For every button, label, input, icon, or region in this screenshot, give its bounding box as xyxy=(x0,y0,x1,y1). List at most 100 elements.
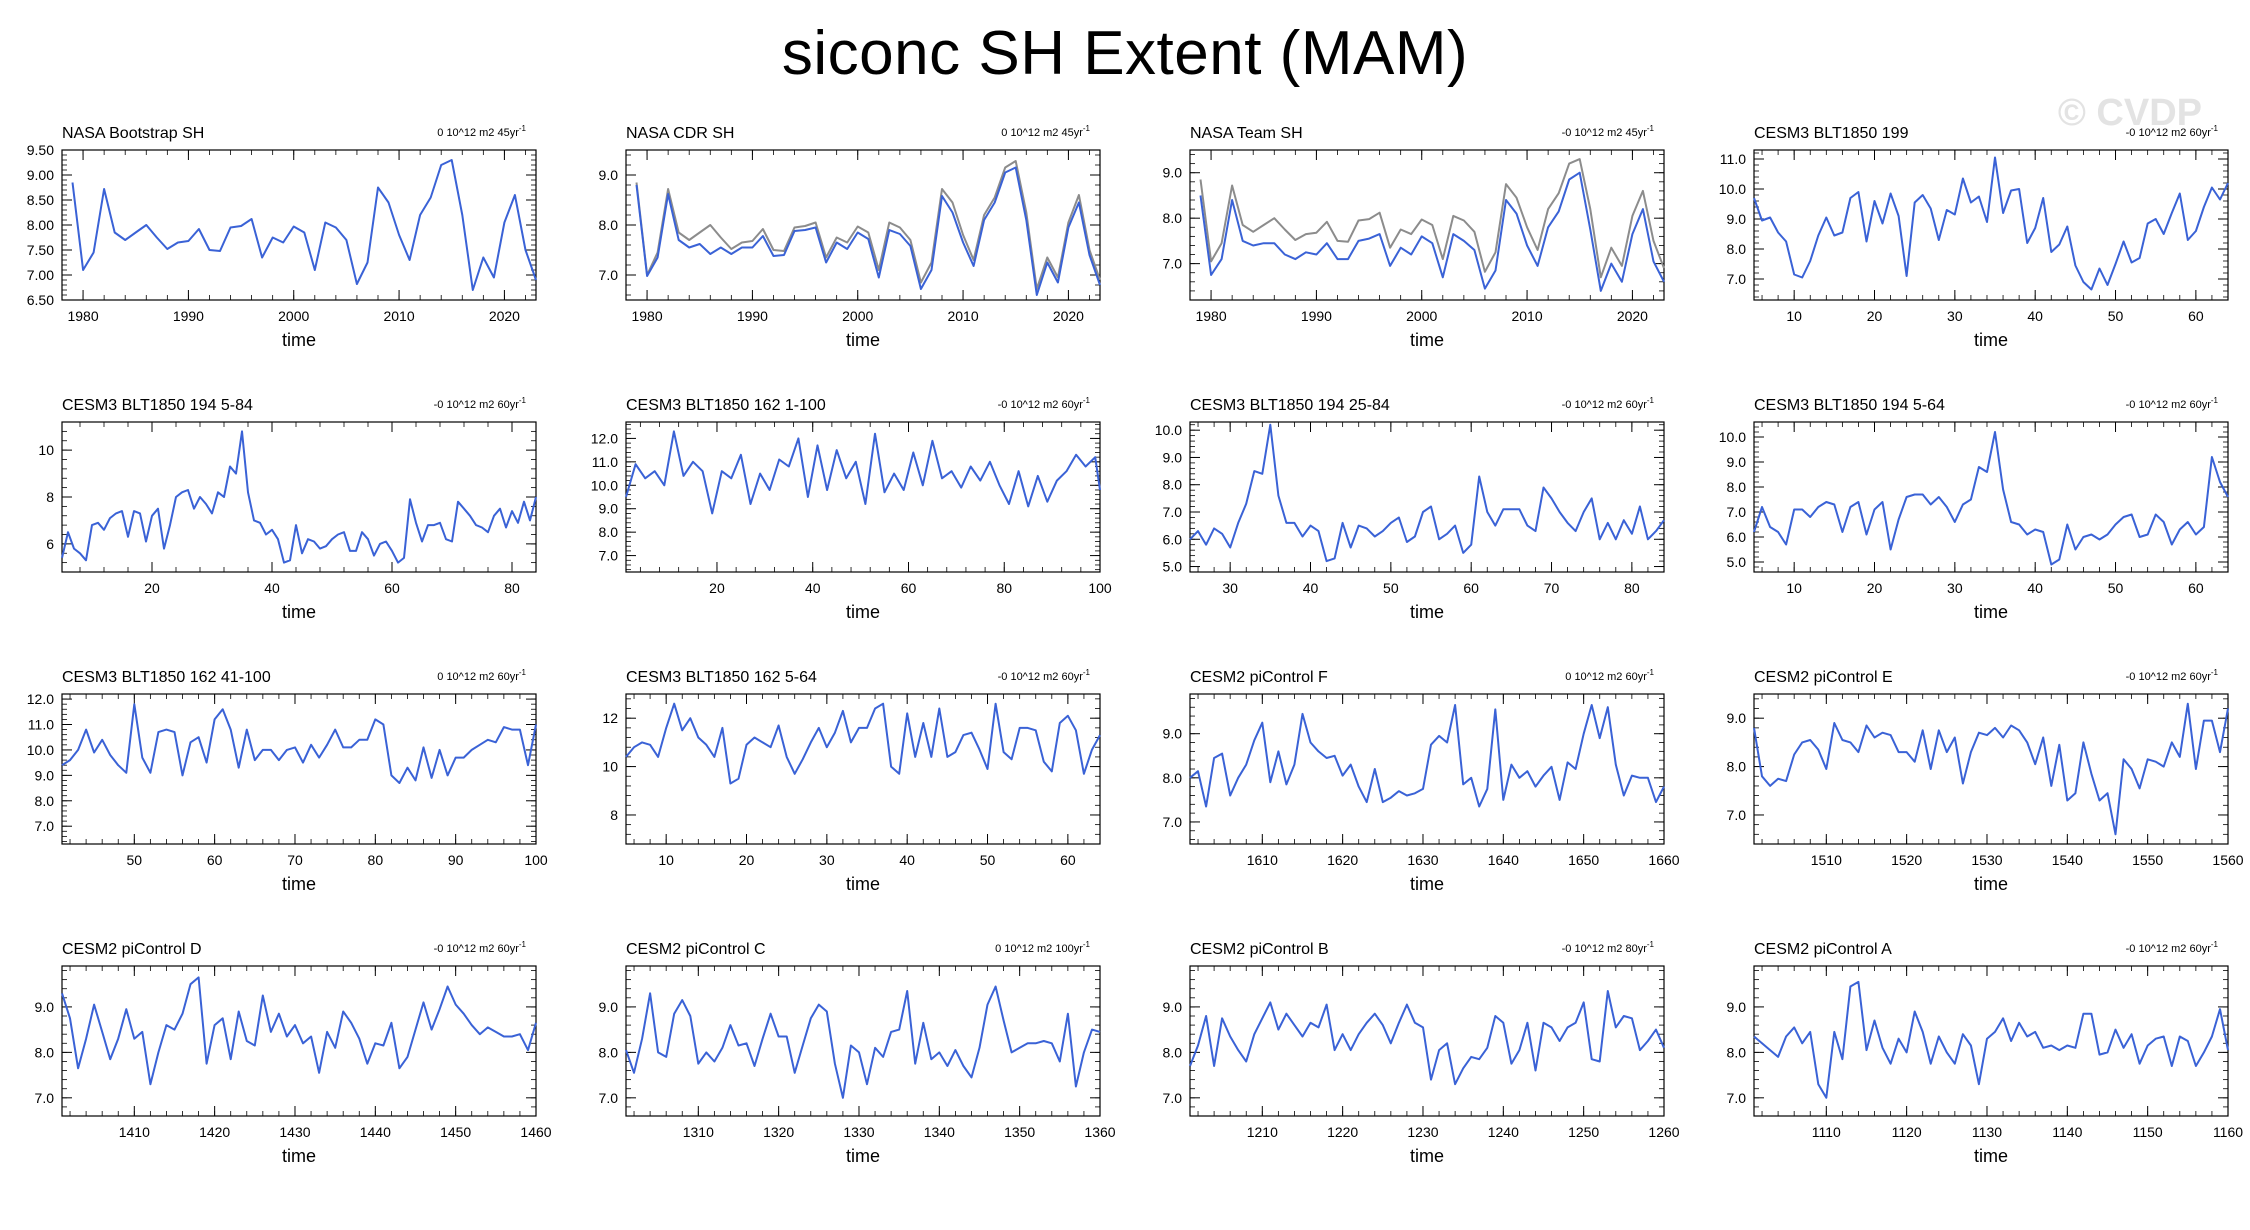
series-line xyxy=(1189,704,1665,808)
x-axis-label: time xyxy=(1974,602,2008,622)
panel-title: CESM3 BLT1850 162 41-100 xyxy=(62,669,271,686)
y-tick-label: 11.0 xyxy=(28,717,54,733)
x-tick-label: 1460 xyxy=(520,1124,551,1140)
x-tick-label: 70 xyxy=(287,852,303,868)
trend-superscript: -1 xyxy=(1083,396,1091,405)
trend-label: -0 10^12 m2 60yr-1 xyxy=(998,396,1091,411)
y-tick-label: 9.0 xyxy=(35,767,55,783)
y-tick-label: 7.0 xyxy=(1163,1090,1183,1106)
y-tick-label: 9.0 xyxy=(599,167,619,183)
y-tick-label: 9.0 xyxy=(1163,726,1183,742)
trend-label: 0 10^12 m2 45yr-1 xyxy=(1001,124,1090,139)
series-line xyxy=(625,985,1101,1099)
x-tick-label: 60 xyxy=(1060,852,1076,868)
y-tick-label: 8.0 xyxy=(599,217,619,233)
series-line xyxy=(61,703,537,784)
x-tick-label: 1440 xyxy=(360,1124,391,1140)
x-tick-label: 60 xyxy=(2188,308,2204,324)
trend-label: -0 10^12 m2 60yr-1 xyxy=(434,396,527,411)
trend-label: 0 10^12 m2 100yr-1 xyxy=(995,940,1090,955)
watermark: © CVDP xyxy=(2057,92,2202,134)
y-tick-label: 9.0 xyxy=(1727,999,1747,1015)
y-tick-label: 12 xyxy=(602,710,618,726)
x-tick-label: 1110 xyxy=(1812,1124,1841,1140)
panel-title: CESM3 BLT1850 162 1-100 xyxy=(626,397,826,414)
x-tick-label: 40 xyxy=(264,580,280,596)
y-tick-label: 8.0 xyxy=(1163,1044,1183,1060)
y-tick-label: 11.0 xyxy=(1720,151,1746,167)
y-tick-label: 8.0 xyxy=(35,1044,55,1060)
x-tick-label: 60 xyxy=(901,580,917,596)
x-tick-label: 1240 xyxy=(1488,1124,1519,1140)
x-tick-label: 10 xyxy=(1786,580,1802,596)
y-tick-label: 5.0 xyxy=(1163,559,1183,575)
trend-superscript: -1 xyxy=(519,940,527,949)
x-axis-label: time xyxy=(1410,330,1444,350)
x-tick-label: 1310 xyxy=(683,1124,714,1140)
y-tick-label: 10.0 xyxy=(591,477,618,493)
x-tick-label: 80 xyxy=(996,580,1012,596)
x-axis-label: time xyxy=(846,602,880,622)
x-tick-label: 50 xyxy=(2108,308,2124,324)
y-tick-label: 12.0 xyxy=(27,691,54,707)
x-tick-label: 80 xyxy=(368,852,384,868)
y-tick-label: 7.0 xyxy=(1727,271,1747,287)
plot-frame xyxy=(1753,421,2229,573)
y-tick-label: 9.0 xyxy=(1727,454,1747,470)
x-tick-label: 90 xyxy=(448,852,464,868)
plot-frame xyxy=(61,421,537,573)
x-tick-label: 1150 xyxy=(2133,1124,2163,1140)
x-tick-label: 2000 xyxy=(278,308,309,324)
x-tick-label: 1620 xyxy=(1327,852,1358,868)
panel-title: CESM3 BLT1850 194 5-64 xyxy=(1754,397,1945,414)
x-tick-label: 20 xyxy=(1867,308,1883,324)
panel-title: CESM3 BLT1850 162 5-64 xyxy=(626,669,817,686)
x-axis-label: time xyxy=(1410,602,1444,622)
series-line xyxy=(1199,171,1665,292)
y-tick-label: 8 xyxy=(610,807,618,823)
series-line xyxy=(1753,431,2229,566)
plot-frame xyxy=(1189,965,1665,1117)
trend-superscript: -1 xyxy=(519,668,527,677)
x-tick-label: 1640 xyxy=(1488,852,1519,868)
x-tick-label: 30 xyxy=(1222,580,1238,596)
trend-label: -0 10^12 m2 45yr-1 xyxy=(1562,124,1655,139)
x-tick-label: 1360 xyxy=(1084,1124,1115,1140)
obs-series-line xyxy=(635,160,1101,290)
y-tick-label: 7.00 xyxy=(27,267,54,283)
x-tick-label: 1610 xyxy=(1247,852,1278,868)
x-tick-label: 50 xyxy=(2108,580,2124,596)
panel-title: NASA CDR SH xyxy=(626,125,734,142)
y-tick-label: 9.0 xyxy=(1163,449,1183,465)
x-tick-label: 40 xyxy=(2027,580,2043,596)
x-axis-label: time xyxy=(1974,1146,2008,1166)
x-tick-label: 40 xyxy=(899,852,915,868)
y-tick-label: 10.0 xyxy=(1719,429,1746,445)
plot-frame xyxy=(625,693,1101,845)
y-tick-label: 9.0 xyxy=(1727,710,1747,726)
x-tick-label: 1540 xyxy=(2052,852,2083,868)
y-tick-label: 8.0 xyxy=(599,1044,619,1060)
x-axis-label: time xyxy=(282,330,316,350)
trend-label: -0 10^12 m2 60yr-1 xyxy=(2126,396,2219,411)
x-tick-label: 60 xyxy=(1463,580,1479,596)
x-tick-label: 2020 xyxy=(1053,308,1084,324)
x-tick-label: 70 xyxy=(1544,580,1560,596)
y-tick-label: 7.0 xyxy=(1163,814,1183,830)
panel-title: CESM2 piControl B xyxy=(1190,941,1329,958)
x-tick-label: 50 xyxy=(1383,580,1399,596)
x-tick-label: 1350 xyxy=(1004,1124,1035,1140)
plot-frame xyxy=(1753,149,2229,301)
panel-title: CESM3 BLT1850 194 25-84 xyxy=(1190,397,1390,414)
plot-frame xyxy=(1189,421,1665,573)
panel-title: CESM2 piControl D xyxy=(62,941,202,958)
x-tick-label: 100 xyxy=(1088,580,1112,596)
x-tick-label: 2020 xyxy=(489,308,520,324)
panel-title: NASA Team SH xyxy=(1190,125,1303,142)
y-tick-label: 7.0 xyxy=(1163,504,1183,520)
trend-superscript: -1 xyxy=(519,124,527,133)
y-tick-label: 9.0 xyxy=(35,999,55,1015)
trend-label: -0 10^12 m2 60yr-1 xyxy=(2126,668,2219,683)
y-tick-label: 10.0 xyxy=(1155,422,1182,438)
y-tick-label: 8.0 xyxy=(1727,241,1747,257)
